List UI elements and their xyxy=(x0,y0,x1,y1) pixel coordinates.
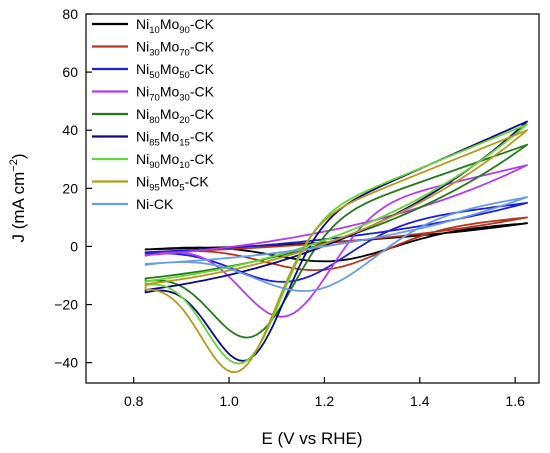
x-tick-label: 1.0 xyxy=(219,393,239,409)
y-tick-label: 0 xyxy=(70,238,78,254)
y-tick-label: 80 xyxy=(62,6,78,22)
y-tick-label: 60 xyxy=(62,64,78,80)
legend-label: Ni85Mo15-CK xyxy=(136,129,215,149)
series-line xyxy=(144,202,528,283)
legend-label: Ni90Mo10-CK xyxy=(136,151,215,171)
legend-label: Ni30Mo70-CK xyxy=(136,39,215,59)
legend-label: Ni95Mo5-CK xyxy=(136,174,209,194)
legend-label: Ni50Mo50-CK xyxy=(136,61,215,81)
x-tick-label: 0.8 xyxy=(124,393,144,409)
x-tick-label: 1.4 xyxy=(410,393,430,409)
legend-label: Ni80Mo20-CK xyxy=(136,106,215,126)
series-line xyxy=(144,123,528,365)
x-tick-label: 1.2 xyxy=(315,393,335,409)
series-curves xyxy=(144,120,528,374)
y-axis-ticks: −40 −20 0 20 40 60 80 xyxy=(54,6,92,371)
series-line xyxy=(144,129,528,374)
x-axis-ticks: 0.8 1.0 1.2 1.4 1.6 xyxy=(124,377,525,409)
y-tick-label: −20 xyxy=(54,297,78,313)
y-tick-label: −40 xyxy=(54,355,78,371)
y-tick-label: 40 xyxy=(62,122,78,138)
x-tick-label: 1.6 xyxy=(505,393,525,409)
legend-label: Ni-CK xyxy=(136,196,174,212)
y-axis-title: J (mA cm−2) xyxy=(8,153,28,242)
y-tick-label: 20 xyxy=(62,180,78,196)
y-axis-title-main: J (mA cm xyxy=(9,172,28,243)
y-axis-title-exponent: −2 xyxy=(8,159,20,172)
series-line xyxy=(144,120,528,362)
series-line xyxy=(144,164,528,318)
series-line xyxy=(144,196,528,292)
plot-frame xyxy=(85,13,540,384)
x-axis-title: E (V vs RHE) xyxy=(261,429,362,448)
legend-label: Ni10Mo90-CK xyxy=(136,16,215,36)
series-line xyxy=(144,216,528,271)
legend-label: Ni70Mo30-CK xyxy=(136,84,215,104)
y-axis-title-close: ) xyxy=(9,153,28,159)
